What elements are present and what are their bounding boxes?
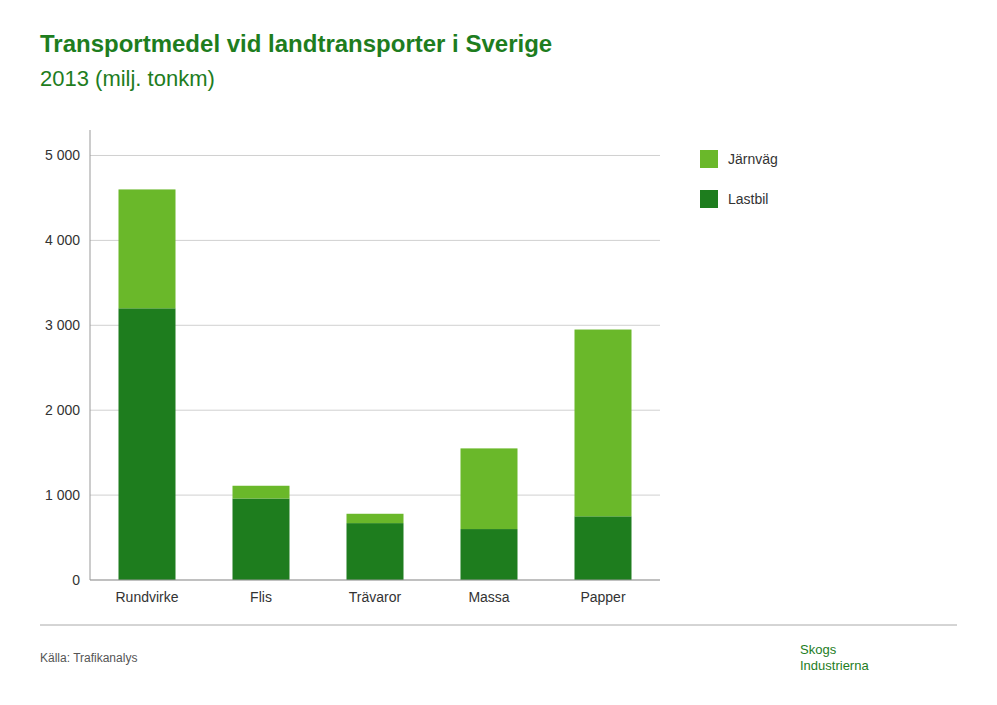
y-tick-label: 0 [72,572,80,588]
bar-segment [575,516,632,580]
annotation-line: Källa: Trafikanalys [40,651,137,665]
footer-separator [40,625,957,626]
grid-line [90,155,660,156]
grid-line [90,580,660,581]
bar-segment [233,498,290,580]
source-note: Källa: Trafikanalys [40,651,137,665]
x-tick-label: Massa [468,589,509,605]
bar-segment [575,330,632,517]
bar-segment [233,486,290,499]
x-tick-label: Rundvirke [115,589,178,605]
bars [119,189,632,580]
legend: Järnväg Lastbil [700,150,778,208]
bar-segment [119,189,176,308]
background [0,0,997,705]
legend-swatch [700,150,718,168]
y-tick-label: 2 000 [45,402,80,418]
logo-text: SkogsIndustrierna [800,642,869,673]
title: Transportmedel vid landtransporter i Sve… [40,30,552,57]
x-tick-label: Papper [580,589,625,605]
x-tick-label: Trävaror [349,589,402,605]
legend-swatch [700,190,718,208]
x-axis-line [90,580,660,581]
y-grid [90,155,660,580]
legend-label: Järnväg [728,151,778,167]
bar-segment [347,523,404,580]
y-axis-line [90,130,91,580]
bar-segment [461,448,518,529]
bar-segment [347,514,404,523]
subtitle: 2013 (milj. tonkm) [40,66,215,91]
y-tick-label: 3 000 [45,317,80,333]
bar-segment [461,529,518,580]
y-tick-label: 4 000 [45,232,80,248]
legend-label: Lastbil [728,191,768,207]
annotation-line: Skogs [800,642,837,657]
y-tick-label: 1 000 [45,487,80,503]
annotation-line: Industrierna [800,658,869,673]
bar-segment [119,308,176,580]
x-tick-label: Flis [250,589,272,605]
chart-container: Transportmedel vid landtransporter i Sve… [0,0,997,705]
y-tick-label: 5 000 [45,147,80,163]
chart-svg: Transportmedel vid landtransporter i Sve… [0,0,997,705]
